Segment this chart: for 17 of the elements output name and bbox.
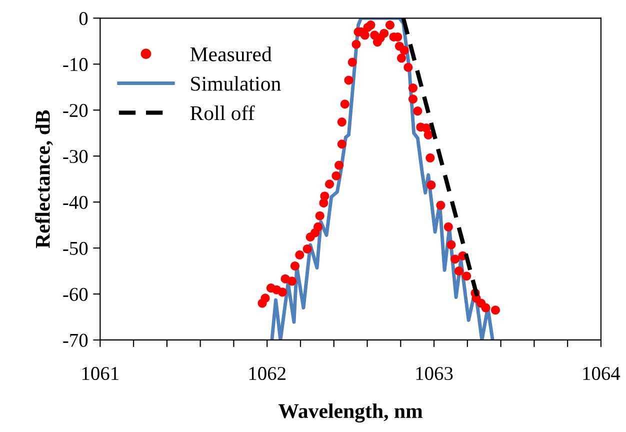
y-tick-label: -10 xyxy=(63,58,88,72)
y-tick-label: -20 xyxy=(63,104,88,118)
y-tick-label: -60 xyxy=(63,288,88,301)
y-axis-title: Reflectance, dB xyxy=(34,110,53,248)
y-tick-label: -40 xyxy=(63,196,88,209)
x-axis-title: Wavelength, nm xyxy=(278,403,423,423)
legend-label: Roll off xyxy=(190,105,255,120)
legend-label: Simulation xyxy=(191,76,281,91)
x-tick-label: 1064 xyxy=(583,366,620,380)
y-tick-label: -30 xyxy=(63,150,88,164)
y-tick-label: -70 xyxy=(63,334,88,347)
legend-label: Measured xyxy=(190,46,272,62)
x-tick-label: 1061 xyxy=(82,366,118,380)
x-tick-label: 1062 xyxy=(249,366,286,380)
y-tick-label: 0 xyxy=(79,12,88,26)
y-tick-label: -50 xyxy=(63,242,88,255)
x-tick-label: 1063 xyxy=(416,366,453,380)
